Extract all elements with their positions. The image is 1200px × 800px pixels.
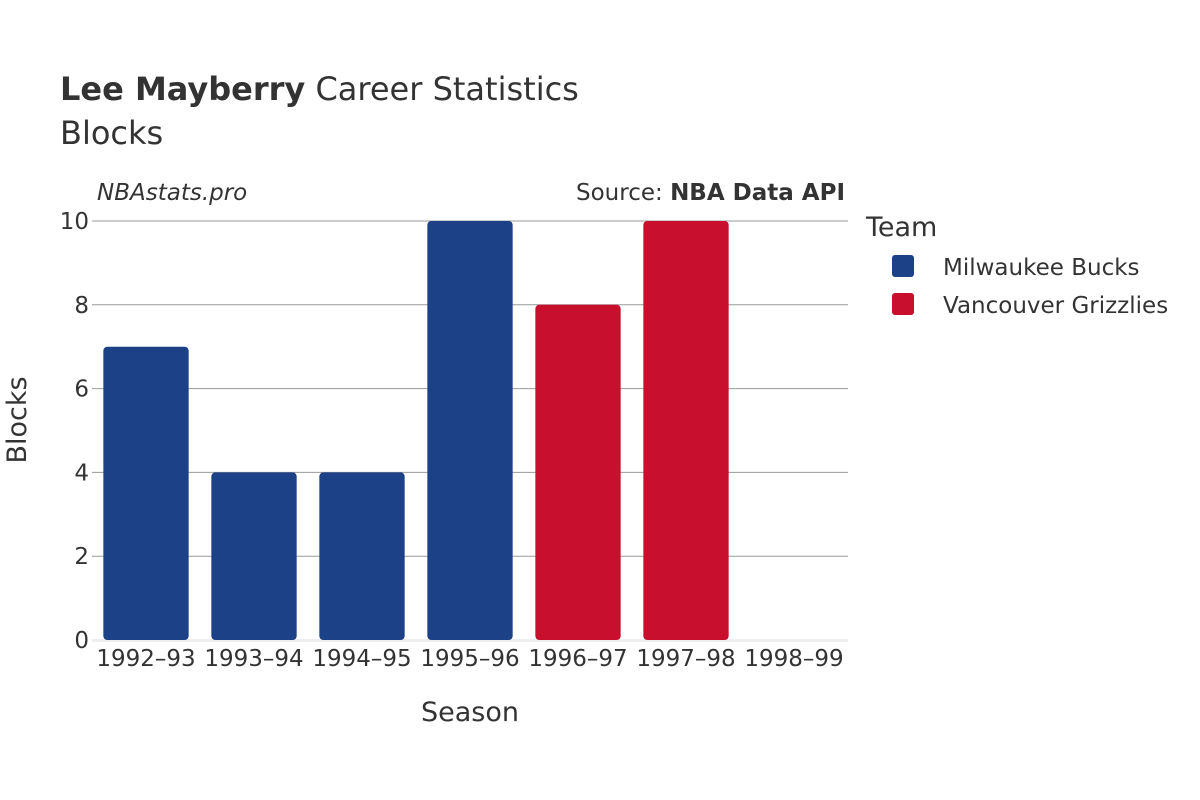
bar xyxy=(103,346,189,640)
bar xyxy=(211,472,297,640)
chart-subtitle: Blocks xyxy=(60,114,163,152)
y-tick-label: 8 xyxy=(74,293,89,319)
y-tick-label: 4 xyxy=(74,460,89,486)
source-label: Source: NBA Data API xyxy=(576,180,845,206)
watermark: NBAstats.pro xyxy=(97,180,247,206)
y-tick-label: 0 xyxy=(74,628,89,654)
chart-title: Lee Mayberry Career Statistics xyxy=(60,70,579,108)
legend-swatch xyxy=(892,255,914,277)
y-tick-label: 10 xyxy=(60,209,89,235)
x-tick-label: 1997–98 xyxy=(636,646,735,672)
legend-title: Team xyxy=(865,212,937,243)
y-tick-label: 2 xyxy=(74,544,89,570)
bar xyxy=(319,472,405,640)
bar xyxy=(643,221,729,640)
x-tick-label: 1993–94 xyxy=(204,646,303,672)
x-tick-label: 1995–96 xyxy=(420,646,519,672)
legend-label: Milwaukee Bucks xyxy=(943,255,1140,281)
x-tick-label: 1994–95 xyxy=(312,646,411,672)
legend-label: Vancouver Grizzlies xyxy=(943,293,1168,319)
bar xyxy=(427,221,513,640)
y-tick-label: 6 xyxy=(74,377,89,403)
legend-swatch xyxy=(892,293,914,315)
y-tick-labels: 0 2 4 6 8 10 xyxy=(60,209,89,654)
x-tick-label: 1992–93 xyxy=(96,646,195,672)
x-axis-label: Season xyxy=(421,697,519,728)
y-axis-label: Blocks xyxy=(2,376,33,463)
x-tick-labels: 1992–93 1993–94 1994–95 1995–96 1996–97 1997–… xyxy=(96,646,843,672)
bar xyxy=(535,304,621,640)
bars xyxy=(103,221,729,640)
x-tick-label: 1996–97 xyxy=(528,646,627,672)
x-tick-label: 1998–99 xyxy=(744,646,843,672)
legend: Milwaukee Bucks Vancouver Grizzlies xyxy=(892,255,1168,319)
